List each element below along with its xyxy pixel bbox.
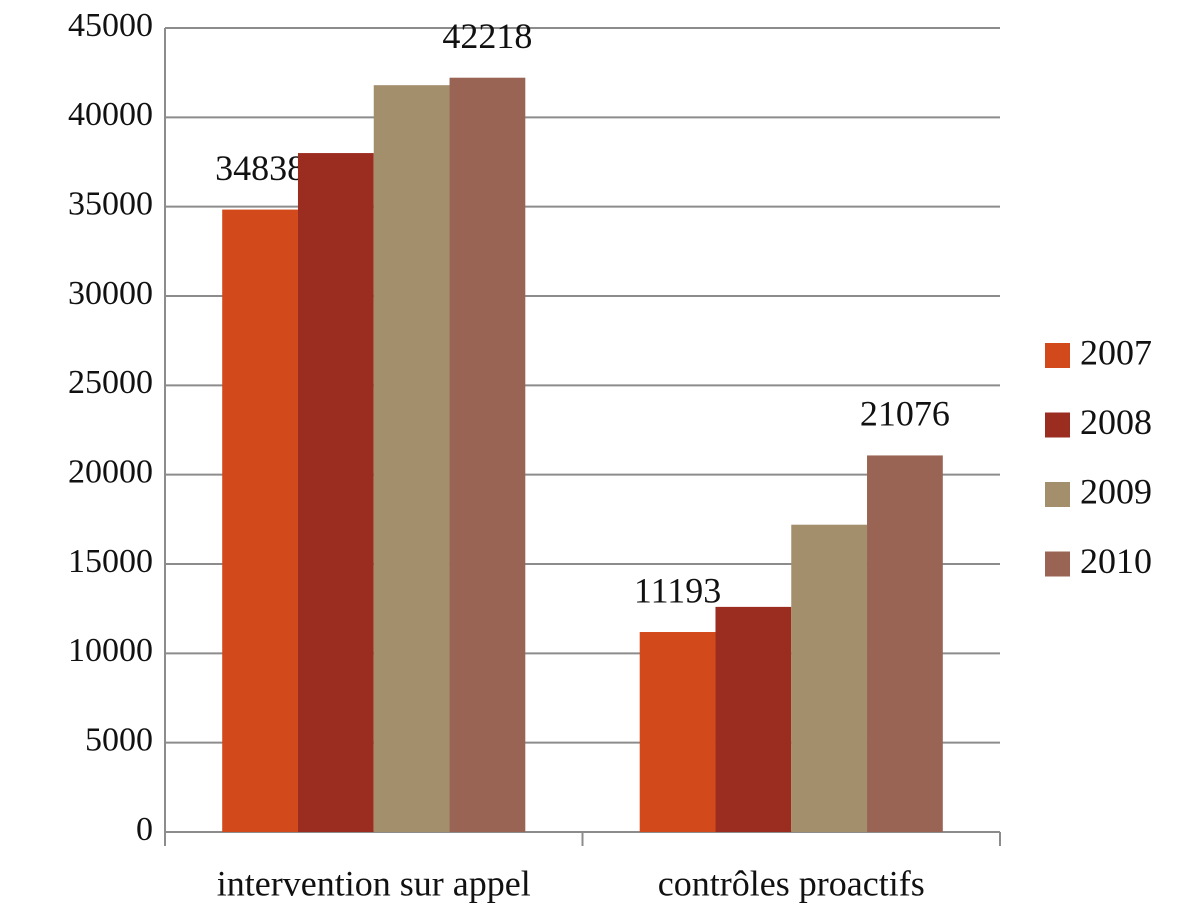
data-label: 21076 (860, 394, 950, 434)
bar (297, 153, 374, 833)
y-tick-label: 40000 (68, 96, 153, 133)
y-tick-label: 15000 (68, 543, 153, 580)
bar (639, 632, 716, 832)
legend-swatch (1045, 482, 1070, 507)
legend-swatch (1045, 343, 1070, 368)
bar (373, 85, 450, 832)
legend-label: 2009 (1080, 471, 1152, 511)
y-tick-label: 20000 (68, 453, 153, 490)
y-tick-label: 30000 (68, 275, 153, 312)
bar (222, 209, 298, 833)
data-label: 42218 (442, 16, 532, 56)
y-tick-label: 5000 (85, 721, 153, 758)
x-tick-label: intervention sur appel (217, 863, 531, 903)
bar (791, 524, 868, 832)
bar (715, 606, 792, 832)
legend-label: 2007 (1080, 332, 1152, 372)
legend-label: 2008 (1080, 402, 1152, 442)
y-tick-label: 0 (136, 811, 153, 848)
data-label: 34838 (215, 148, 305, 188)
y-tick-label: 35000 (68, 185, 153, 222)
y-tick-label: 45000 (68, 7, 153, 44)
bar (867, 455, 943, 832)
data-label: 11193 (634, 570, 721, 610)
legend-label: 2010 (1080, 541, 1152, 581)
y-tick-label: 10000 (68, 632, 153, 669)
x-tick-label: contrôles proactifs (658, 863, 925, 903)
legend-swatch (1045, 412, 1070, 438)
bar (449, 77, 526, 832)
y-tick-label: 25000 (68, 364, 153, 401)
legend-swatch (1045, 551, 1070, 577)
